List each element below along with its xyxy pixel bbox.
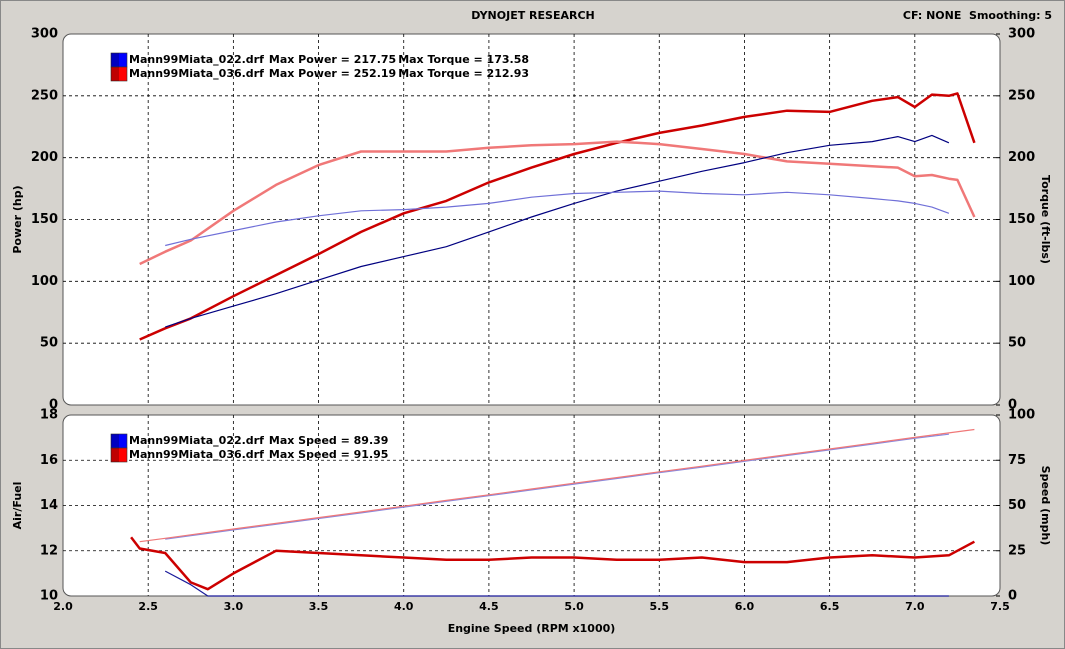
legend-stat: Max Speed = 89.39 [269, 434, 389, 447]
series-line [165, 190, 950, 247]
x-tick-label: 5.5 [650, 600, 670, 613]
y-tick-label: 200 [31, 150, 58, 165]
legend-swatch [110, 66, 128, 82]
y2-tick-label: 0 [1008, 589, 1017, 604]
x-tick-label: 2.0 [53, 600, 73, 613]
title: DYNOJET RESEARCH [471, 9, 594, 22]
legend-stat: Max Torque = 212.93 [398, 67, 529, 80]
y2-tick-label: 25 [1008, 543, 1026, 558]
series-line [130, 536, 975, 591]
series-line [165, 433, 949, 540]
y2-tick-label: 150 [1008, 212, 1035, 227]
x-tick-label: 6.0 [735, 600, 755, 613]
series-line [139, 428, 975, 543]
x-tick-label: 3.0 [224, 600, 244, 613]
y-tick-label: 16 [40, 453, 58, 468]
settings: CF: NONE Smoothing: 5 [903, 9, 1052, 22]
y-tick-label: 50 [40, 336, 58, 351]
y-tick-label: 250 [31, 88, 58, 103]
legend-swatch-shade [111, 53, 119, 67]
x-tick-label: 3.5 [309, 600, 329, 613]
y-axis-label: Power (hp) [11, 185, 24, 253]
legend-stat: Max Power = 252.19 [269, 67, 396, 80]
y2-tick-label: 200 [1008, 150, 1035, 165]
y-axis-label: Air/Fuel [11, 482, 24, 530]
y2-tick-label: 50 [1008, 336, 1026, 351]
x-tick-label: 2.5 [138, 600, 158, 613]
legend-name: Mann99Miata_036.drf [129, 448, 264, 461]
y-tick-label: 14 [40, 498, 58, 513]
y2-tick-label: 300 [1008, 27, 1035, 42]
legend-swatch [110, 447, 128, 463]
y2-tick-label: 250 [1008, 88, 1035, 103]
y-tick-label: 150 [31, 212, 58, 227]
y-tick-label: 300 [31, 27, 58, 42]
x-tick-label: 7.0 [905, 600, 925, 613]
legend-swatch-shade [111, 434, 119, 448]
y2-tick-label: 50 [1008, 498, 1026, 513]
x-tick-label: 7.5 [990, 600, 1010, 613]
legend-stat: Max Power = 217.75 [269, 53, 396, 66]
y2-axis-label: Speed (mph) [1039, 466, 1052, 546]
legend-stat: Max Torque = 173.58 [398, 53, 529, 66]
y-tick-label: 18 [40, 408, 58, 423]
y2-tick-label: 100 [1008, 274, 1035, 289]
series-line [164, 570, 949, 597]
legend-swatch-shade [111, 448, 119, 462]
y-tick-label: 100 [31, 274, 58, 289]
legend-stat: Max Speed = 91.95 [269, 448, 389, 461]
y-tick-label: 0 [49, 398, 58, 413]
legend-name: Mann99Miata_022.drf [129, 434, 264, 447]
y-tick-label: 12 [40, 543, 58, 558]
legend-name: Mann99Miata_022.drf [129, 53, 264, 66]
y2-tick-label: 100 [1008, 408, 1035, 423]
y-tick-label: 10 [40, 589, 58, 604]
x-axis-label: Engine Speed (RPM x1000) [448, 622, 616, 635]
y2-tick-label: 75 [1008, 453, 1026, 468]
x-tick-label: 4.5 [479, 600, 499, 613]
y2-axis-label: Torque (ft-lbs) [1039, 175, 1052, 264]
series-line [139, 140, 976, 266]
legend-name: Mann99Miata_036.drf [129, 67, 264, 80]
series-line [165, 134, 950, 328]
x-tick-label: 4.0 [394, 600, 414, 613]
y2-tick-label: 0 [1008, 398, 1017, 413]
legend-swatch-shade [111, 67, 119, 81]
x-tick-label: 5.0 [564, 600, 584, 613]
x-tick-label: 6.5 [820, 600, 840, 613]
